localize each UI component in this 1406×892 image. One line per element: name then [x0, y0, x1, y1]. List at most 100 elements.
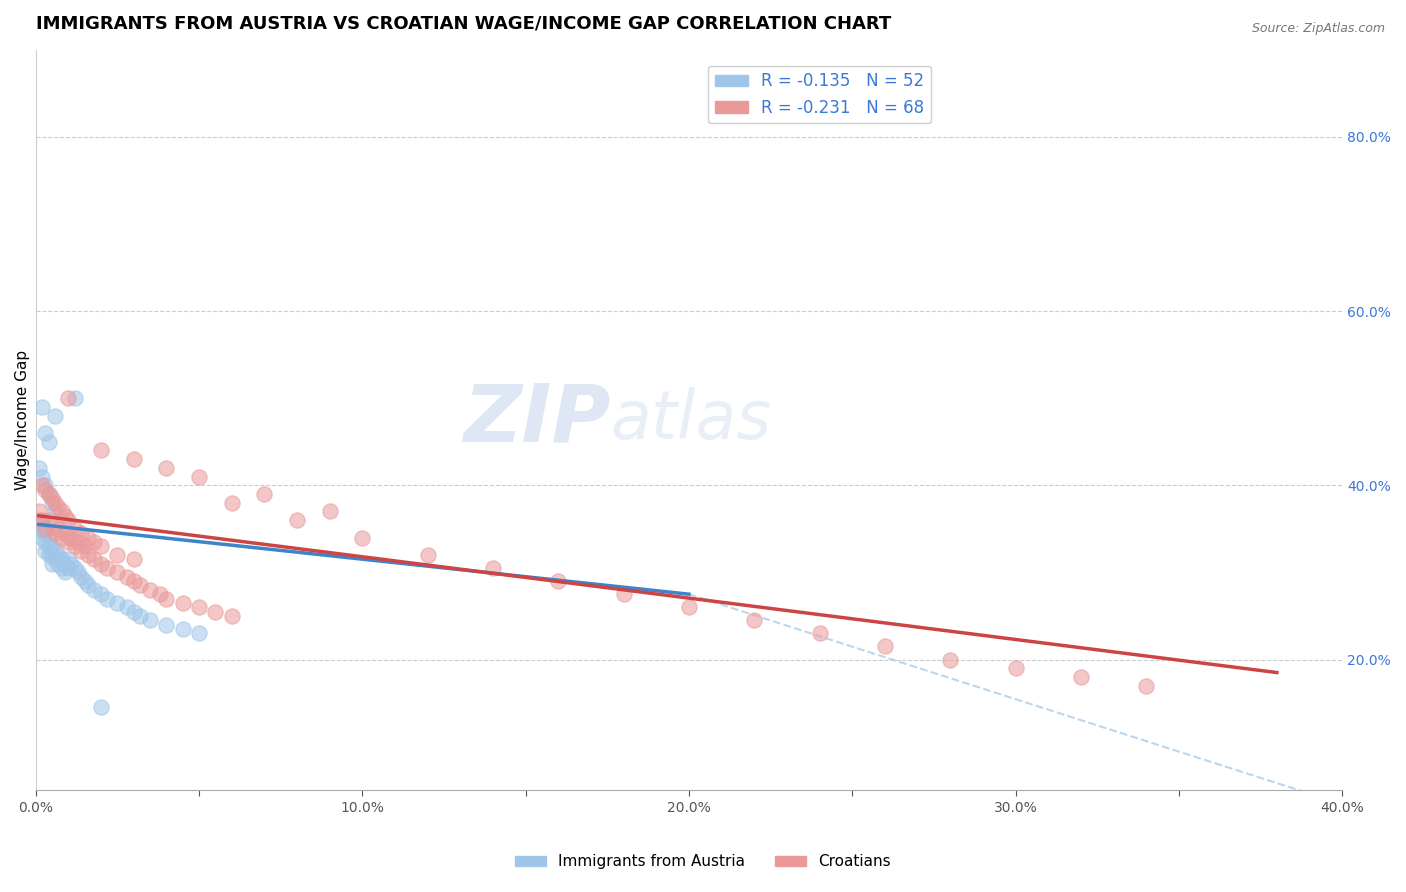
- Point: [90, 587, 112, 601]
- Point: [60, 531, 83, 545]
- Point: [416, 548, 439, 562]
- Point: [51, 561, 73, 575]
- Point: [613, 587, 636, 601]
- Text: ZIP: ZIP: [463, 381, 610, 459]
- Point: [44, 504, 66, 518]
- Point: [63, 561, 86, 575]
- Point: [742, 613, 765, 627]
- Point: [90, 557, 112, 571]
- Point: [318, 504, 340, 518]
- Point: [547, 574, 569, 588]
- Point: [63, 539, 86, 553]
- Legend: R = -0.135   N = 52, R = -0.231   N = 68: R = -0.135 N = 52, R = -0.231 N = 68: [709, 66, 931, 123]
- Point: [83, 535, 105, 549]
- Point: [34, 478, 56, 492]
- Point: [44, 496, 66, 510]
- Point: [76, 531, 98, 545]
- Point: [41, 496, 63, 510]
- Point: [155, 461, 177, 475]
- Point: [44, 543, 66, 558]
- Point: [48, 500, 70, 514]
- Point: [115, 570, 138, 584]
- Point: [41, 548, 63, 562]
- Point: [221, 496, 243, 510]
- Point: [31, 400, 53, 414]
- Point: [678, 600, 700, 615]
- Point: [51, 531, 73, 545]
- Point: [482, 561, 505, 575]
- Point: [53, 508, 76, 523]
- Point: [34, 543, 56, 558]
- Point: [41, 539, 63, 553]
- Point: [38, 548, 60, 562]
- Point: [187, 626, 209, 640]
- Point: [105, 548, 128, 562]
- Point: [41, 557, 63, 571]
- Point: [1004, 661, 1026, 675]
- Point: [172, 596, 194, 610]
- Point: [139, 613, 162, 627]
- Point: [90, 443, 112, 458]
- Point: [44, 526, 66, 541]
- Point: [63, 522, 86, 536]
- Point: [38, 539, 60, 553]
- Point: [48, 548, 70, 562]
- Point: [155, 617, 177, 632]
- Point: [96, 561, 118, 575]
- Point: [44, 552, 66, 566]
- Point: [90, 700, 112, 714]
- Point: [31, 513, 53, 527]
- Point: [122, 605, 145, 619]
- Point: [253, 487, 276, 501]
- Point: [63, 391, 86, 405]
- Point: [48, 522, 70, 536]
- Point: [873, 640, 896, 654]
- Text: Source: ZipAtlas.com: Source: ZipAtlas.com: [1251, 22, 1385, 36]
- Point: [221, 609, 243, 624]
- Point: [172, 622, 194, 636]
- Point: [58, 513, 80, 527]
- Text: IMMIGRANTS FROM AUSTRIA VS CROATIAN WAGE/INCOME GAP CORRELATION CHART: IMMIGRANTS FROM AUSTRIA VS CROATIAN WAGE…: [35, 15, 891, 33]
- Point: [187, 600, 209, 615]
- Point: [352, 531, 374, 545]
- Point: [76, 548, 98, 562]
- Point: [83, 552, 105, 566]
- Point: [58, 561, 80, 575]
- Point: [70, 570, 93, 584]
- Point: [187, 469, 209, 483]
- Point: [51, 504, 73, 518]
- Legend: Immigrants from Austria, Croatians: Immigrants from Austria, Croatians: [509, 848, 897, 875]
- Point: [115, 600, 138, 615]
- Point: [38, 487, 60, 501]
- Point: [41, 517, 63, 532]
- Point: [53, 557, 76, 571]
- Point: [34, 522, 56, 536]
- Point: [41, 491, 63, 506]
- Point: [58, 391, 80, 405]
- Point: [70, 526, 93, 541]
- Point: [83, 582, 105, 597]
- Point: [105, 596, 128, 610]
- Point: [31, 478, 53, 492]
- Point: [149, 587, 172, 601]
- Point: [31, 517, 53, 532]
- Point: [73, 574, 96, 588]
- Point: [105, 566, 128, 580]
- Point: [38, 434, 60, 449]
- Y-axis label: Wage/Income Gap: Wage/Income Gap: [15, 350, 30, 490]
- Point: [58, 535, 80, 549]
- Point: [34, 425, 56, 440]
- Point: [73, 539, 96, 553]
- Point: [28, 513, 51, 527]
- Point: [70, 543, 93, 558]
- Point: [34, 483, 56, 497]
- Point: [28, 461, 51, 475]
- Point: [51, 552, 73, 566]
- Point: [31, 469, 53, 483]
- Point: [66, 535, 89, 549]
- Point: [31, 531, 53, 545]
- Point: [129, 578, 152, 592]
- Point: [34, 526, 56, 541]
- Point: [44, 409, 66, 423]
- Point: [204, 605, 226, 619]
